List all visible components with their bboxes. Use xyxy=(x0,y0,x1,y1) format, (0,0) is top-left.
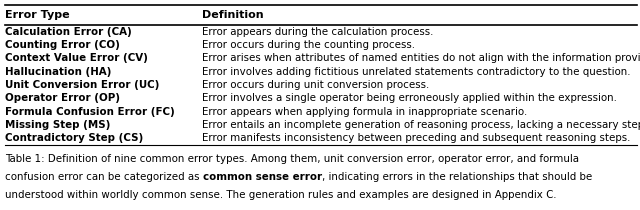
Text: Error manifests inconsistency between preceding and subsequent reasoning steps.: Error manifests inconsistency between pr… xyxy=(202,133,630,143)
Text: Missing Step (MS): Missing Step (MS) xyxy=(5,120,111,130)
Text: Error appears during the calculation process.: Error appears during the calculation pro… xyxy=(202,27,433,37)
Text: Error involves a single operator being erroneously applied within the expression: Error involves a single operator being e… xyxy=(202,93,616,103)
Text: Error entails an incomplete generation of reasoning process, lacking a necessary: Error entails an incomplete generation o… xyxy=(202,120,640,130)
Text: Calculation Error (CA): Calculation Error (CA) xyxy=(5,27,132,37)
Text: Error Type: Error Type xyxy=(5,10,70,20)
Text: Table 1: Definition of nine common error types. Among them, unit conversion erro: Table 1: Definition of nine common error… xyxy=(5,154,579,164)
Text: Error occurs during unit conversion process.: Error occurs during unit conversion proc… xyxy=(202,80,429,90)
Text: Error involves adding fictitious unrelated statements contradictory to the quest: Error involves adding fictitious unrelat… xyxy=(202,67,630,77)
Text: confusion error can be categorized as: confusion error can be categorized as xyxy=(5,172,203,182)
Text: Contradictory Step (CS): Contradictory Step (CS) xyxy=(5,133,143,143)
Text: Error appears when applying formula in inappropriate scenario.: Error appears when applying formula in i… xyxy=(202,107,527,117)
Text: , indicating errors in the relationships that should be: , indicating errors in the relationships… xyxy=(322,172,592,182)
Text: understood within worldly common sense. The generation rules and examples are de: understood within worldly common sense. … xyxy=(5,190,557,200)
Text: Definition: Definition xyxy=(202,10,263,20)
Text: Unit Conversion Error (UC): Unit Conversion Error (UC) xyxy=(5,80,159,90)
Text: Operator Error (OP): Operator Error (OP) xyxy=(5,93,120,103)
Text: Context Value Error (CV): Context Value Error (CV) xyxy=(5,54,148,63)
Text: Error occurs during the counting process.: Error occurs during the counting process… xyxy=(202,40,415,50)
Text: Error arises when attributes of named entities do not align with the information: Error arises when attributes of named en… xyxy=(202,54,640,63)
Text: Counting Error (CO): Counting Error (CO) xyxy=(5,40,120,50)
Text: Hallucination (HA): Hallucination (HA) xyxy=(5,67,111,77)
Text: common sense error: common sense error xyxy=(203,172,322,182)
Text: Formula Confusion Error (FC): Formula Confusion Error (FC) xyxy=(5,107,175,117)
